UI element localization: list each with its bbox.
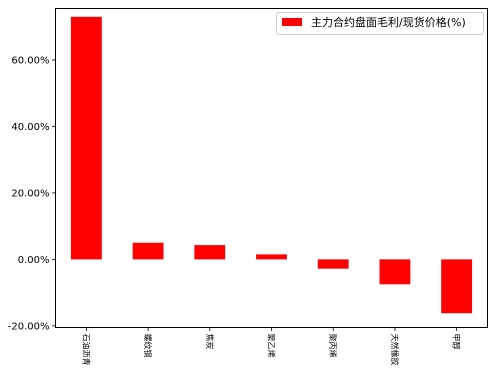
x-tick-label: 甲醇: [452, 334, 462, 350]
bar: [441, 259, 473, 314]
x-tick-label: 螺纹钢: [143, 334, 153, 358]
y-axis: -20.00% 0.00% 20.00% 40.00% 60.00%: [8, 56, 56, 332]
y-tick-label: 40.00%: [11, 122, 49, 133]
bars: [70, 16, 473, 314]
y-tick-label: 0.00%: [18, 255, 50, 266]
bar: [132, 242, 164, 260]
plot-frame: [55, 8, 488, 328]
x-tick-label: 天然橡胶: [390, 334, 400, 366]
legend: 主力合约盘面毛利/现货价格(%): [276, 12, 484, 35]
y-tick-label: 60.00%: [11, 56, 49, 67]
legend-box: [276, 12, 484, 35]
legend-swatch: [282, 18, 302, 26]
bar: [379, 259, 411, 285]
bar: [194, 245, 226, 260]
x-tick-label: 聚丙烯: [328, 334, 338, 358]
bar: [256, 254, 287, 260]
legend-label: 主力合约盘面毛利/现货价格(%): [311, 15, 466, 29]
x-tick-label: 聚乙烯: [267, 334, 277, 358]
y-tick-label: -20.00%: [8, 321, 50, 332]
bar: [317, 259, 349, 269]
y-tick-label: 20.00%: [11, 188, 49, 199]
bar: [70, 16, 102, 260]
x-tick-label: 石油沥青: [81, 334, 91, 366]
x-tick-label: 焦炭: [205, 334, 215, 350]
x-axis: 石油沥青 螺纹钢 焦炭 聚乙烯 聚丙烯 天然橡胶 甲醇: [81, 327, 462, 366]
plot-area: -20.00% 0.00% 20.00% 40.00% 60.00% 石油沥青 螺纹钢 焦炭…: [8, 8, 488, 366]
